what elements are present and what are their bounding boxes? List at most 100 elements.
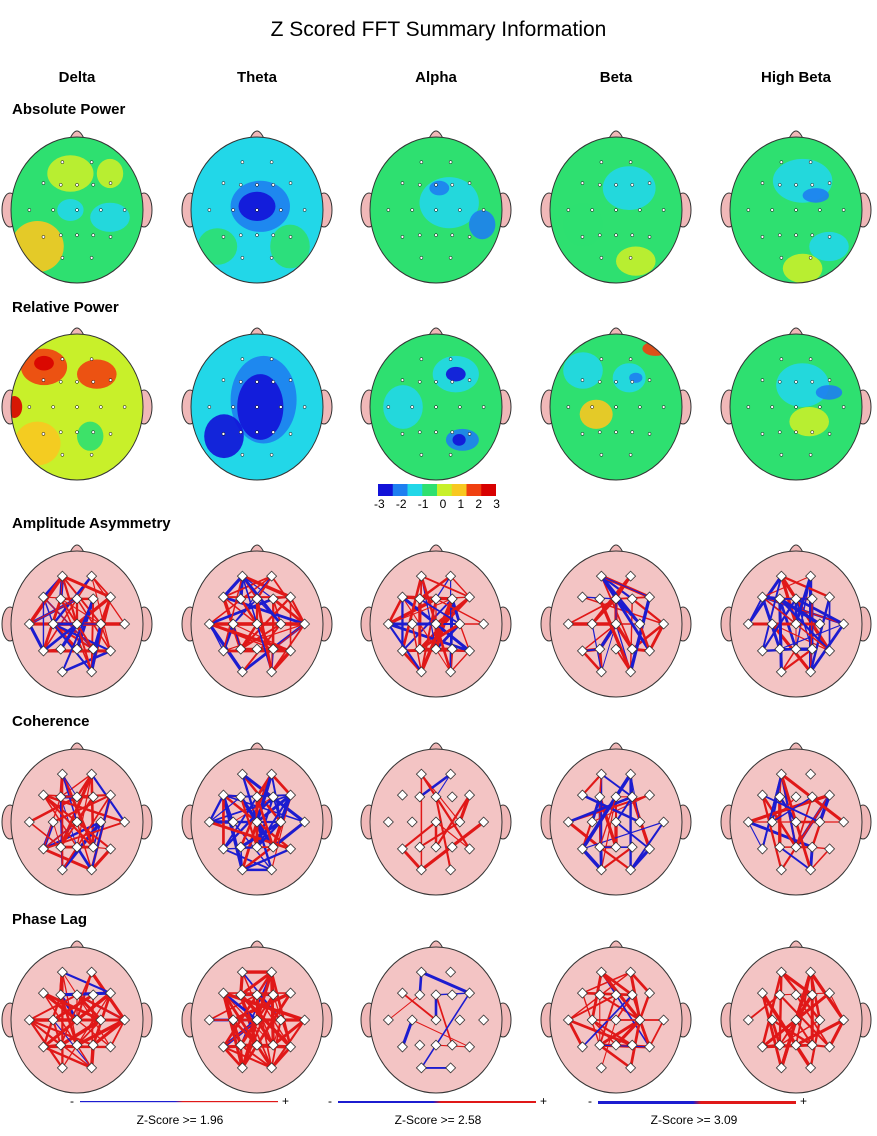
electrode-marker <box>235 643 247 655</box>
connection-line <box>42 794 95 849</box>
connection-line <box>770 622 813 674</box>
electrode-marker <box>240 453 245 457</box>
electrode-marker <box>599 160 604 164</box>
head-outline <box>549 333 683 481</box>
electrode-marker <box>231 405 235 409</box>
electrode-marker <box>108 181 113 185</box>
connection-line <box>600 575 651 652</box>
electrode-marker <box>37 645 49 657</box>
electrode-marker <box>108 378 113 382</box>
electrode-marker <box>661 405 666 409</box>
connection-line <box>270 970 292 1049</box>
zscore-region <box>809 231 849 262</box>
electrode-marker <box>808 453 813 457</box>
head-outline <box>190 136 324 284</box>
head-outline <box>369 748 503 896</box>
electrode-marker <box>594 1039 606 1051</box>
connection-line <box>419 597 454 674</box>
connection-line <box>41 991 79 1022</box>
electrode-marker <box>760 432 765 436</box>
electrode-marker <box>105 987 117 999</box>
zscore-region <box>238 191 276 221</box>
electrode-marker <box>239 183 243 187</box>
electrode-marker <box>221 235 226 239</box>
connection-line <box>418 598 461 625</box>
electrode-marker <box>790 841 802 853</box>
electrode-marker <box>446 593 458 605</box>
electrode-marker <box>806 841 818 853</box>
connection-line <box>420 597 437 673</box>
zscore-region <box>563 202 603 247</box>
connection-line <box>449 575 471 598</box>
connection-line <box>794 574 813 626</box>
head-outline <box>549 946 683 1094</box>
connection-line <box>780 648 797 673</box>
electrode-marker <box>207 208 212 212</box>
electrode-marker <box>251 1039 263 1051</box>
electrode-marker <box>105 591 117 603</box>
connection-line <box>27 622 45 653</box>
electrode-marker <box>760 181 765 185</box>
connection-line <box>279 793 293 824</box>
electrode-marker <box>774 643 786 655</box>
electrode-marker <box>478 1014 490 1026</box>
electrode-marker <box>841 208 846 212</box>
electrode-marker <box>626 1039 638 1051</box>
electrode-marker <box>37 1041 49 1053</box>
electrode-marker <box>271 233 275 237</box>
electrode-marker <box>746 405 751 409</box>
connection-line <box>100 623 112 652</box>
zscore-region <box>602 166 656 211</box>
electrode-marker <box>434 233 438 237</box>
electrode-marker <box>71 791 83 803</box>
connection-line <box>270 1045 293 1070</box>
zscore-region <box>77 359 117 389</box>
electrode-marker <box>594 791 606 803</box>
electrode-marker <box>406 1014 418 1026</box>
electrode-marker <box>86 966 98 978</box>
electrode-marker <box>56 1062 68 1074</box>
connection-line <box>61 971 112 1048</box>
electrode-marker <box>37 987 49 999</box>
electrode-marker <box>269 256 274 260</box>
connection-line <box>60 598 102 625</box>
electrode-marker <box>806 791 818 803</box>
electrode-marker <box>235 841 247 853</box>
page-title: Z Scored FFT Summary Information <box>270 18 607 41</box>
head-outline <box>549 748 683 896</box>
electrode-marker <box>434 380 438 384</box>
connection-line <box>809 595 831 674</box>
electrode-marker <box>580 181 585 185</box>
electrode-marker <box>628 160 633 164</box>
row-label-relative-power: Relative Power <box>12 299 119 316</box>
connection-line <box>778 970 783 1047</box>
electrode-marker <box>60 453 65 457</box>
electrode-marker <box>658 816 670 828</box>
electrode-marker <box>227 1014 239 1026</box>
electrode-marker <box>406 618 418 630</box>
electrode-marker <box>91 183 95 187</box>
electrode-marker <box>386 208 391 212</box>
electrode-marker <box>794 430 798 434</box>
connection-line <box>272 623 306 650</box>
head-outline <box>549 550 683 698</box>
electrode-marker <box>275 618 287 630</box>
electrode-marker <box>75 233 79 237</box>
electrode-marker <box>806 1039 818 1051</box>
electrode-marker <box>236 666 248 678</box>
connection-line <box>778 597 783 674</box>
electrode-marker <box>55 791 67 803</box>
electrode-marker <box>824 789 836 801</box>
connection-line <box>580 772 633 851</box>
connection-line <box>28 598 78 625</box>
electrode-marker <box>774 791 786 803</box>
electrode-marker <box>434 405 438 409</box>
connection-line <box>239 1044 273 1069</box>
electrode-marker <box>638 208 642 212</box>
electrode-marker <box>55 989 67 1001</box>
electrode-marker <box>122 405 127 409</box>
electrode-marker <box>595 666 607 678</box>
electrode-marker <box>60 256 65 260</box>
electrode-marker <box>644 645 656 657</box>
electrode-marker <box>766 618 778 630</box>
